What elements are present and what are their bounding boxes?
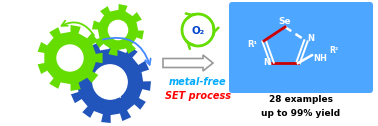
Text: R²NC: R²NC bbox=[59, 54, 81, 62]
Text: metal-free: metal-free bbox=[169, 77, 227, 87]
Text: N: N bbox=[307, 34, 314, 43]
Text: up to 99% yield: up to 99% yield bbox=[262, 108, 341, 118]
FancyBboxPatch shape bbox=[229, 2, 373, 93]
Text: O₂: O₂ bbox=[191, 26, 204, 36]
Text: NH: NH bbox=[104, 69, 116, 75]
Text: NH: NH bbox=[313, 54, 327, 63]
Text: R¹: R¹ bbox=[96, 79, 104, 85]
Circle shape bbox=[93, 65, 127, 99]
FancyArrow shape bbox=[163, 55, 213, 71]
Circle shape bbox=[57, 45, 83, 71]
Polygon shape bbox=[92, 4, 144, 56]
Text: Se: Se bbox=[279, 17, 291, 25]
Text: N: N bbox=[263, 58, 271, 67]
Polygon shape bbox=[37, 25, 102, 91]
Text: R¹: R¹ bbox=[247, 40, 257, 49]
Text: SET process: SET process bbox=[165, 91, 231, 101]
Text: Se: Se bbox=[112, 25, 124, 35]
Text: NH₂: NH₂ bbox=[111, 83, 125, 87]
Polygon shape bbox=[69, 41, 151, 123]
Text: ·HCl: ·HCl bbox=[107, 93, 121, 99]
Text: R²: R² bbox=[329, 46, 339, 55]
Text: 28 examples: 28 examples bbox=[269, 96, 333, 104]
Circle shape bbox=[108, 20, 128, 40]
